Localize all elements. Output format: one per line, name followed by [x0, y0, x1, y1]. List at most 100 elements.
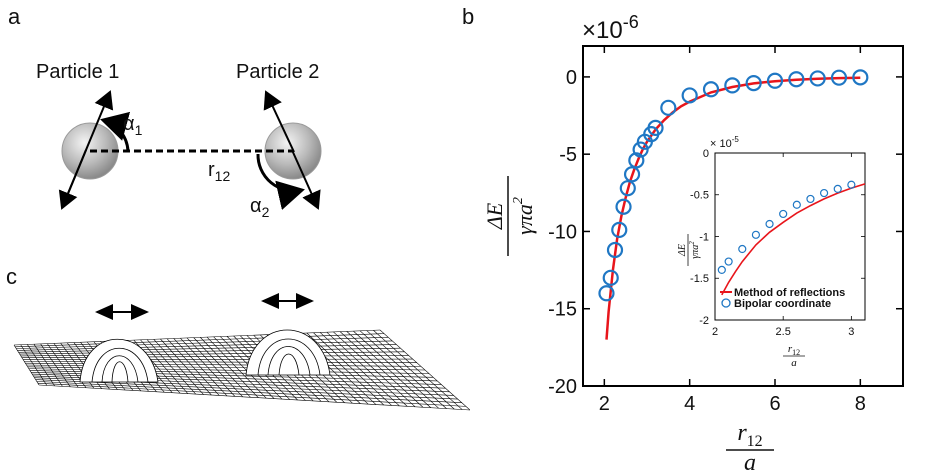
mesh-line	[13, 329, 381, 346]
inset-ticks: 2 2.5 3 0 -0.5 -1 -1.5 -2	[690, 148, 865, 338]
mesh-line	[313, 332, 392, 406]
y-tick-label: -2	[699, 315, 709, 327]
data-point	[611, 221, 628, 239]
mesh-line	[16, 336, 389, 349]
inset-xlabel-denominator: a	[791, 357, 797, 369]
y-tick-label: -1	[699, 231, 709, 243]
particle2-axis	[291, 149, 321, 210]
main-ylabel: ΔE γπa2	[482, 176, 537, 256]
y-tick-label: 0	[566, 67, 577, 89]
x-tick-label: 2	[599, 393, 610, 415]
main-exponent-label: ×10-6	[582, 12, 639, 44]
particle2-axis-upper	[263, 90, 295, 153]
mesh-line	[306, 332, 385, 406]
series-line	[721, 183, 866, 296]
mesh-line	[153, 339, 204, 395]
inset-xlabel: r12 a	[783, 343, 805, 369]
mesh-line	[206, 336, 267, 399]
legend-entry-reflections: Method of reflections	[734, 287, 845, 299]
mesh-line	[13, 344, 40, 386]
mesh-line	[180, 337, 236, 397]
data-point	[765, 219, 774, 229]
data-point	[724, 257, 733, 266]
legend-entry-bipolar: Bipolar coordinate	[734, 298, 831, 310]
mesh-line	[37, 382, 466, 407]
mesh-line	[35, 379, 458, 400]
data-point	[602, 269, 619, 286]
mesh-line	[15, 333, 385, 348]
r12-label: r12	[208, 159, 230, 184]
main-xlabel-numerator: r12	[737, 420, 762, 450]
alpha2-arc	[256, 153, 305, 210]
bump-2	[245, 329, 331, 376]
data-point	[660, 99, 677, 116]
inset-ylabel: ΔE γπa2	[677, 234, 701, 266]
panel-a-diagram: Particle 1 Particle 2 α1 α2 r12	[36, 61, 322, 220]
alpha1-label: α1	[123, 113, 143, 138]
mesh-line	[47, 343, 79, 388]
mesh-line	[140, 339, 189, 394]
mesh-line	[166, 338, 220, 396]
data-point	[852, 69, 869, 86]
inset-xlabel-numerator: r12	[788, 343, 800, 357]
panel-c-surface-mesh	[13, 293, 470, 411]
main-chart: ×10-6 2 4 6 80-5-10-15-20 ΔE γπa2 r12 a × 1…	[482, 12, 904, 470]
mesh-line	[27, 344, 55, 387]
y-tick-label: 0	[703, 148, 709, 160]
main-series	[598, 69, 869, 340]
mesh-line	[333, 331, 416, 408]
mesh-line	[20, 344, 48, 386]
main-ticks: 2 4 6 80-5-10-15-20	[548, 46, 903, 415]
panel-letter-c: c	[6, 264, 17, 289]
mesh-line	[21, 355, 409, 359]
x-tick-label: 3	[848, 326, 854, 338]
mesh-line	[186, 337, 243, 398]
mesh-line	[36, 381, 462, 404]
y-tick-label: -5	[559, 144, 577, 166]
panel-letter-b: b	[462, 4, 475, 29]
data-point	[819, 188, 829, 198]
inset-background	[673, 136, 883, 330]
bump-1	[79, 338, 159, 383]
data-point	[833, 184, 842, 194]
data-point	[717, 265, 726, 274]
panel-letter-a: a	[8, 4, 21, 29]
data-point	[788, 71, 805, 88]
data-point	[751, 230, 761, 239]
mesh-line	[40, 343, 71, 387]
x-tick-label: 2.5	[776, 326, 791, 338]
main-xlabel-denominator: a	[744, 450, 756, 470]
data-point	[806, 194, 815, 204]
mesh-line	[38, 384, 470, 411]
main-plot-frame	[582, 45, 904, 387]
mesh-line	[213, 336, 275, 399]
data-point	[598, 285, 615, 302]
data-point	[623, 166, 641, 183]
particle1-axis-lower	[58, 149, 87, 210]
mesh-line	[366, 330, 455, 410]
mesh-line	[160, 338, 212, 396]
mesh-line	[20, 351, 405, 357]
data-point	[779, 209, 788, 219]
mesh-line	[326, 331, 408, 407]
mesh-line	[339, 331, 424, 408]
data-point	[766, 72, 784, 89]
y-tick-label: -10	[548, 221, 577, 243]
x-tick-label: 4	[684, 393, 695, 415]
data-point	[628, 152, 645, 169]
mesh-line	[19, 347, 401, 355]
legend-circle-swatch	[721, 298, 731, 308]
x-tick-label: 8	[855, 393, 866, 415]
mesh-line	[200, 337, 259, 398]
mesh-line	[18, 344, 397, 353]
data-point	[745, 74, 762, 92]
x-tick-label: 2	[712, 326, 718, 338]
mesh-line	[146, 339, 196, 395]
mesh-line	[319, 332, 400, 407]
mesh-line	[193, 337, 251, 398]
y-tick-label: -15	[548, 299, 577, 321]
inset-ylabel-numerator: ΔE	[677, 244, 688, 257]
main-ylabel-numerator: ΔE	[482, 202, 507, 230]
data-point	[702, 81, 720, 98]
inset-series	[717, 180, 866, 296]
